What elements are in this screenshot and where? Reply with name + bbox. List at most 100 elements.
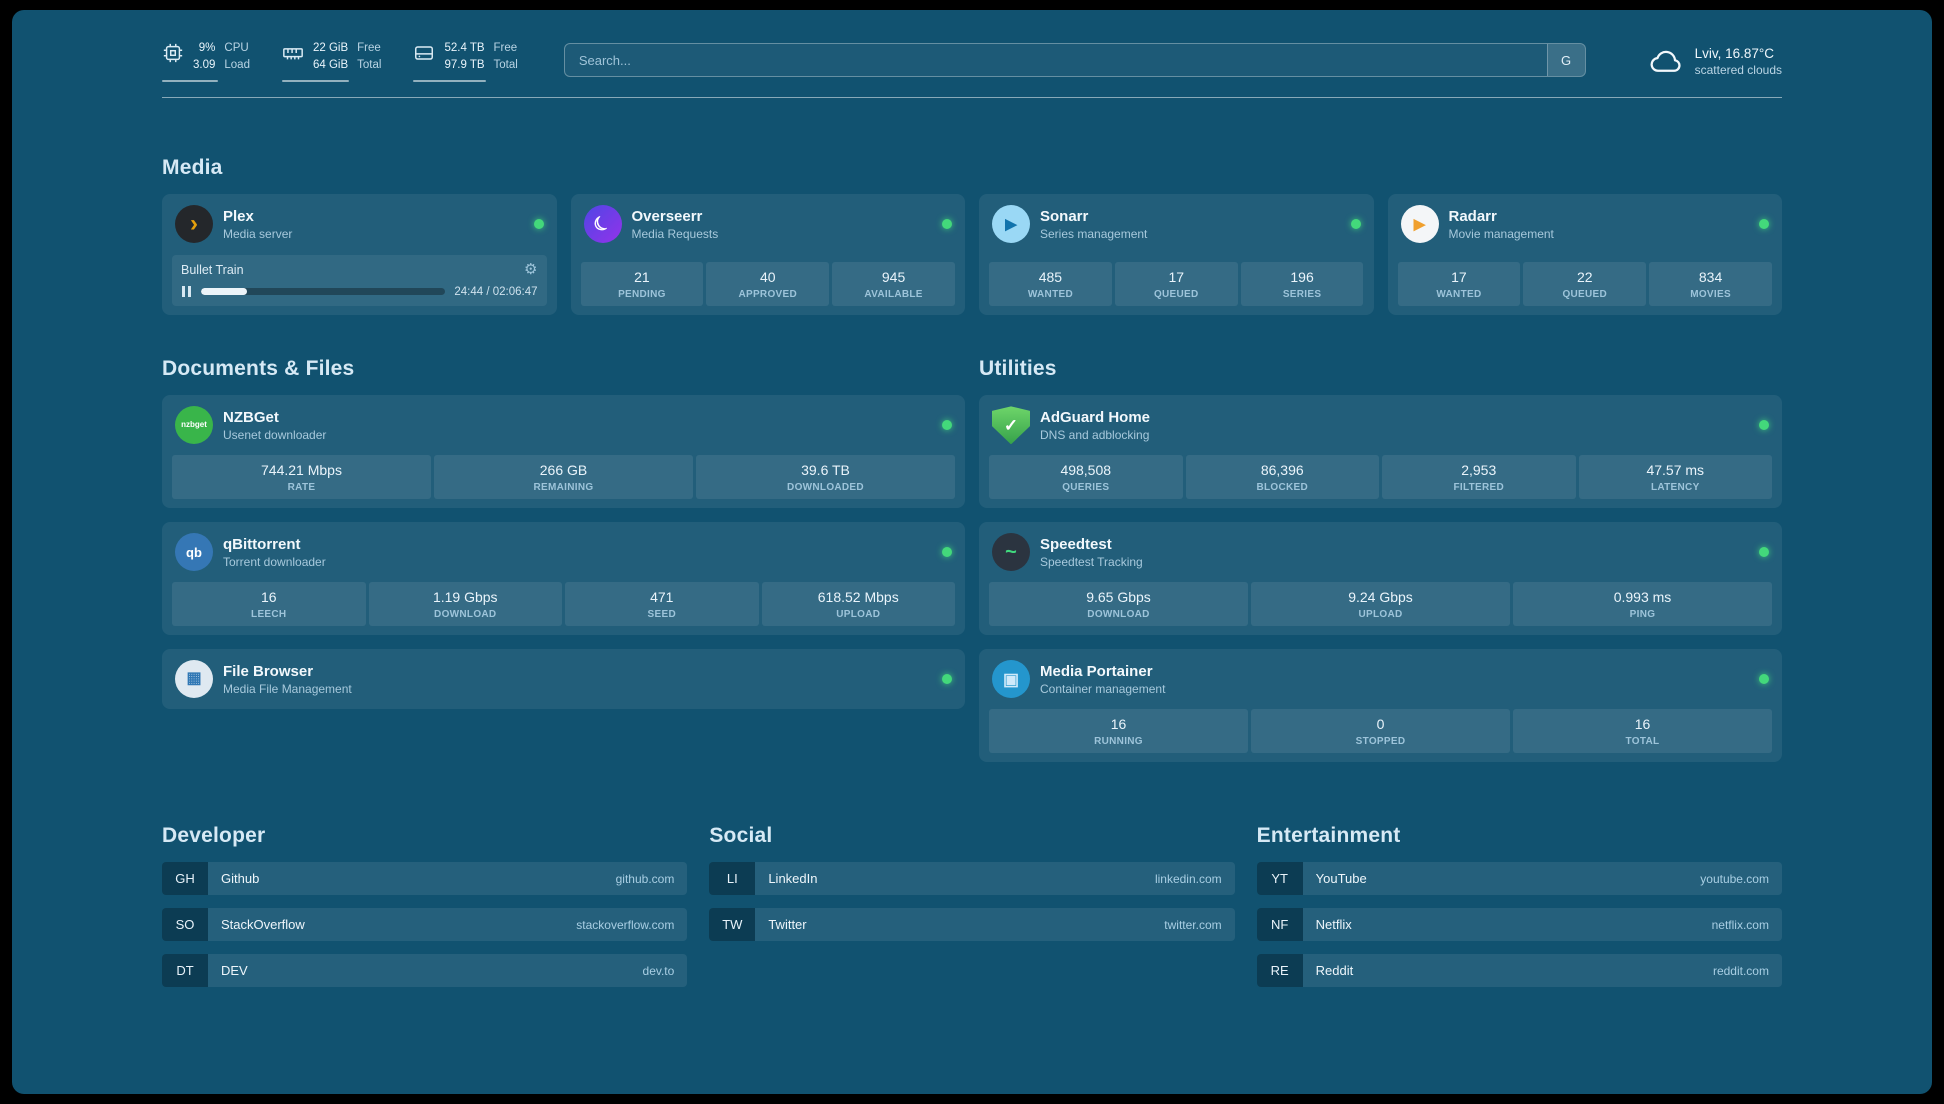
stat-label: DOWNLOAD — [434, 609, 497, 621]
service-card-header: nzbget NZBGet Usenet downloader — [172, 404, 955, 446]
stat-box: 744.21 Mbps RATE — [172, 455, 431, 500]
resource-label: Load — [224, 58, 250, 71]
icon-glyph: ▶ — [1413, 215, 1426, 233]
stat-label: TOTAL — [1625, 736, 1660, 748]
service-card-qbittorrent[interactable]: qb qBittorrent Torrent downloader 16 LEECH 1.… — [162, 522, 965, 636]
service-name: Radarr — [1448, 207, 1497, 225]
stat-box: 945 AVAILABLE — [832, 262, 955, 307]
status-dot — [1759, 547, 1769, 558]
section-utilities: Utilities ✓ AdGuard Home DNS and adblockin… — [979, 357, 1782, 763]
stat-box: 17 WANTED — [1397, 262, 1521, 307]
bookmark-name: StackOverflow — [221, 917, 305, 933]
section-title: Developer — [162, 824, 266, 848]
stat-label: REMAINING — [533, 482, 594, 494]
resource-value: 52.4 TB — [444, 42, 485, 54]
gear-icon[interactable]: ⚙ — [524, 261, 538, 279]
service-name: qBittorrent — [223, 535, 301, 553]
bookmark-netflix[interactable]: NF Netflix netflix.com — [1256, 908, 1782, 942]
now-playing-title: Bullet Train — [181, 262, 244, 277]
section-title: Documents & Files — [162, 357, 355, 381]
service-stats: 16 LEECH 1.19 Gbps DOWNLOAD 471 SEED 618.52 Mb… — [172, 573, 955, 627]
bookmark-twitter[interactable]: TW Twitter twitter.com — [709, 908, 1235, 942]
stat-box: 196 SERIES — [1240, 262, 1364, 307]
bookmark-groups: Developer GH Github github.com SO StackOverfl… — [162, 824, 1782, 1027]
stat-value: 618.52 Mbps — [817, 589, 899, 606]
status-dot — [1759, 420, 1769, 431]
service-stats: 498,508 QUERIES 86,396 BLOCKED 2,953 FILTERED… — [989, 446, 1772, 500]
bookmark-dev[interactable]: DT DEV dev.to — [162, 954, 688, 988]
stat-box: 498,508 QUERIES — [989, 455, 1183, 500]
search-input[interactable] — [563, 43, 1586, 77]
service-info: Overseerr Media Requests — [632, 208, 719, 241]
stat-label: RATE — [287, 482, 316, 494]
search-provider-button[interactable]: G — [1546, 44, 1585, 76]
service-stats: 744.21 Mbps RATE 266 GB REMAINING 39.6 TB DOW… — [172, 446, 955, 500]
two-column-area: Documents & Files nzbget NZBGet Usenet dow… — [162, 357, 1782, 763]
service-card-radarr[interactable]: ▶ Radarr Movie management 17 WANTED 22 QUEUED 8… — [1387, 194, 1782, 316]
radarr-icon: ▶ — [1400, 205, 1439, 244]
resource-usage-bar — [413, 80, 486, 83]
icon-glyph: › — [190, 210, 198, 238]
status-dot — [533, 219, 544, 230]
service-card-speedtest[interactable]: ~ Speedtest Speedtest Tracking 9.65 Gbps DOW… — [979, 522, 1782, 636]
stat-value: 16 — [260, 589, 277, 606]
stat-label: PENDING — [618, 289, 666, 301]
stat-label: FILTERED — [1453, 482, 1505, 494]
service-info: Plex Media server — [223, 208, 292, 241]
stat-label: SEED — [647, 609, 676, 621]
resource-labels: Free Total — [494, 40, 518, 73]
service-card-overseerr[interactable]: ☾ Overseerr Media Requests 21 PENDING 40 APPRO… — [570, 194, 965, 316]
icon-glyph: ▣ — [1002, 669, 1020, 689]
service-name: Sonarr — [1040, 207, 1089, 225]
service-info: NZBGet Usenet downloader — [223, 409, 326, 442]
service-description: Series management — [1040, 226, 1148, 241]
service-card-sonarr[interactable]: ▶ Sonarr Series management 485 WANTED 17 QUEUE… — [979, 194, 1374, 316]
service-description: DNS and adblocking — [1040, 427, 1150, 442]
bookmark-name: Netflix — [1315, 917, 1352, 933]
bookmark-abbr: NF — [1256, 908, 1303, 942]
bookmark-url: github.com — [615, 871, 675, 886]
service-card-file-browser[interactable]: ▦ File Browser Media File Management — [162, 649, 965, 710]
stat-box: 47.57 ms LATENCY — [1578, 455, 1772, 500]
bookmark-linkedin[interactable]: LI LinkedIn linkedin.com — [709, 862, 1235, 896]
service-card-plex[interactable]: › Plex Media server Bullet Train ⚙ 24:44 / 02… — [162, 194, 557, 316]
stat-box: 16 TOTAL — [1513, 709, 1772, 754]
player-top-row: Bullet Train ⚙ — [181, 262, 538, 277]
bookmark-github[interactable]: GH Github github.com — [162, 862, 688, 896]
stat-value: 744.21 Mbps — [261, 462, 342, 479]
resource-value: 22 GiB — [312, 42, 349, 54]
resource-widget-free: 52.4 TB 97.9 TB Free Total — [413, 40, 518, 83]
service-card-media-portainer[interactable]: ▣ Media Portainer Container management 16 RU… — [979, 649, 1782, 763]
bookmark-reddit[interactable]: RE Reddit reddit.com — [1256, 954, 1782, 988]
resource-value: 97.9 TB — [444, 58, 485, 71]
resource-labels: CPU Load — [224, 40, 250, 73]
memory-icon — [282, 42, 304, 64]
bookmark-abbr: DT — [162, 954, 208, 988]
portainer-icon: ▣ — [992, 660, 1030, 699]
icon-glyph: nzbget — [181, 420, 207, 430]
bookmark-abbr: SO — [162, 908, 208, 942]
bookmark-body: Github github.com — [208, 862, 688, 896]
bookmark-abbr: YT — [1256, 862, 1303, 896]
status-dot — [1759, 219, 1769, 230]
bookmark-stackoverflow[interactable]: SO StackOverflow stackoverflow.com — [162, 908, 688, 942]
pause-button[interactable] — [181, 285, 192, 298]
stat-label: LATENCY — [1650, 482, 1700, 494]
resource-value: 64 GiB — [312, 58, 349, 71]
service-card-adguard-home[interactable]: ✓ AdGuard Home DNS and adblocking 498,508 QU… — [979, 395, 1782, 509]
service-name: Speedtest — [1040, 535, 1112, 553]
section-title: Entertainment — [1256, 824, 1401, 848]
service-name: File Browser — [223, 662, 314, 680]
cloud-icon — [1648, 47, 1684, 75]
section-title: Utilities — [979, 357, 1057, 381]
service-card-nzbget[interactable]: nzbget NZBGet Usenet downloader 744.21 Mbps… — [162, 395, 965, 509]
service-description: Media File Management — [223, 681, 352, 696]
service-stats: 485 WANTED 17 QUEUED 196 SERIES — [989, 253, 1364, 307]
search-form: G — [563, 43, 1586, 77]
playback-progress-bar[interactable] — [201, 288, 446, 296]
service-name: Overseerr — [631, 207, 703, 225]
adguard-icon: ✓ — [992, 406, 1030, 445]
service-card-header: ▣ Media Portainer Container management — [989, 658, 1772, 700]
bookmark-body: DEV dev.to — [208, 954, 688, 988]
bookmark-youtube[interactable]: YT YouTube youtube.com — [1256, 862, 1782, 896]
